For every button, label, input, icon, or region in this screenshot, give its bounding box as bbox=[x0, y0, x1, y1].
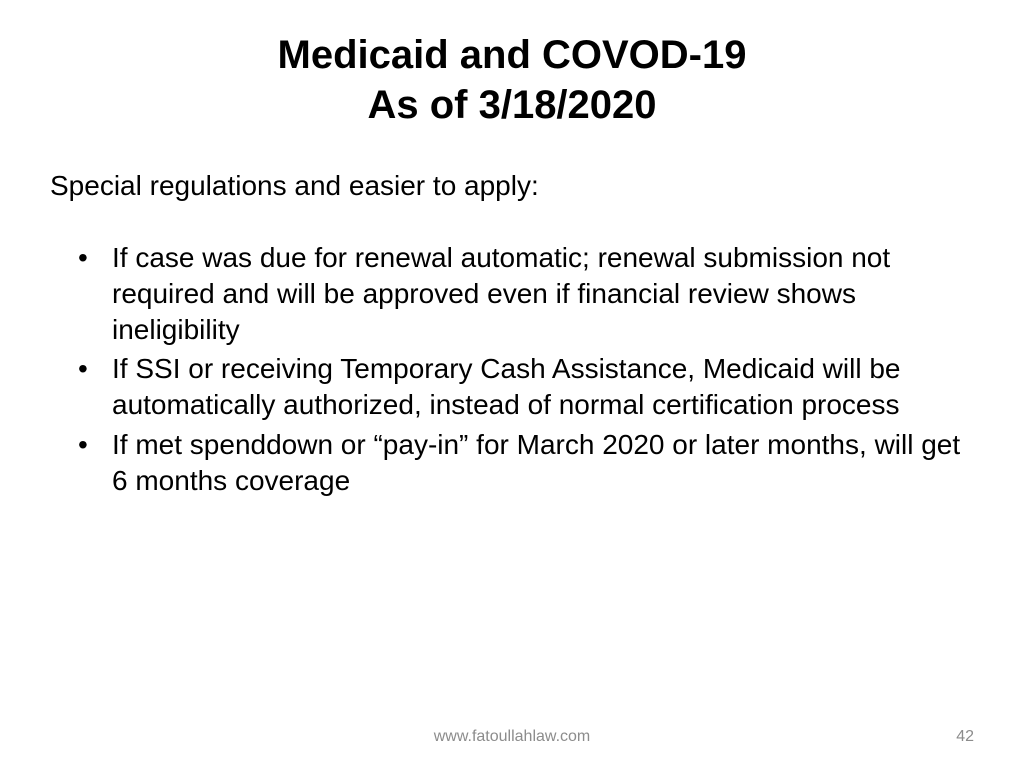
list-item: If SSI or receiving Temporary Cash Assis… bbox=[78, 351, 974, 423]
title-line-1: Medicaid and COVOD-19 bbox=[278, 33, 747, 77]
slide-container: Medicaid and COVOD-19 As of 3/18/2020 Sp… bbox=[0, 0, 1024, 768]
slide-title: Medicaid and COVOD-19 As of 3/18/2020 bbox=[50, 30, 974, 130]
page-number: 42 bbox=[956, 728, 974, 746]
footer-url: www.fatoullahlaw.com bbox=[434, 728, 591, 746]
bullet-list: If case was due for renewal automatic; r… bbox=[50, 240, 974, 503]
list-item: If case was due for renewal automatic; r… bbox=[78, 240, 974, 347]
list-item: If met spenddown or “pay-in” for March 2… bbox=[78, 427, 974, 499]
slide-footer: www.fatoullahlaw.com 42 bbox=[0, 728, 1024, 746]
intro-text: Special regulations and easier to apply: bbox=[50, 170, 974, 202]
title-line-2: As of 3/18/2020 bbox=[367, 83, 656, 127]
